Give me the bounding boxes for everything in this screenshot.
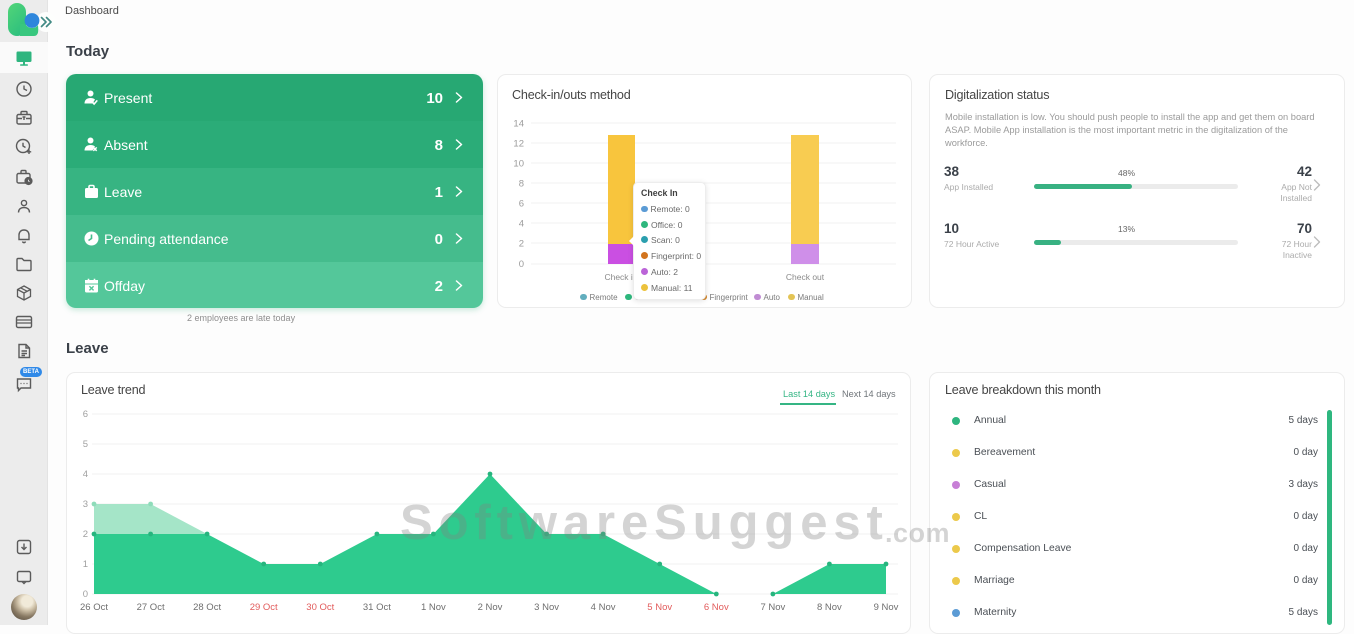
svg-text:14: 14 bbox=[513, 119, 524, 130]
svg-text:Check in: Check in bbox=[604, 272, 637, 282]
svg-text:30 Oct: 30 Oct bbox=[306, 602, 334, 613]
svg-text:2 Nov: 2 Nov bbox=[478, 602, 503, 613]
svg-text:2: 2 bbox=[519, 239, 524, 250]
svg-text:7 Nov: 7 Nov bbox=[760, 602, 785, 613]
svg-text:6: 6 bbox=[83, 409, 88, 420]
svg-text:27 Oct: 27 Oct bbox=[137, 602, 165, 613]
svg-text:26 Oct: 26 Oct bbox=[80, 602, 108, 613]
svg-text:5 Nov: 5 Nov bbox=[647, 602, 672, 613]
svg-text:8 Nov: 8 Nov bbox=[817, 602, 842, 613]
svg-text:0: 0 bbox=[519, 259, 524, 270]
svg-text:31 Oct: 31 Oct bbox=[363, 602, 391, 613]
svg-text:2: 2 bbox=[83, 529, 88, 540]
svg-text:4: 4 bbox=[83, 469, 88, 480]
svg-text:3 Nov: 3 Nov bbox=[534, 602, 559, 613]
svg-text:0: 0 bbox=[83, 589, 88, 600]
svg-text:28 Oct: 28 Oct bbox=[193, 602, 221, 613]
svg-text:10: 10 bbox=[513, 159, 524, 170]
svg-text:5: 5 bbox=[83, 439, 88, 450]
svg-text:29 Oct: 29 Oct bbox=[250, 602, 278, 613]
svg-text:6 Nov: 6 Nov bbox=[704, 602, 729, 613]
svg-text:1: 1 bbox=[83, 559, 88, 570]
svg-text:6: 6 bbox=[519, 199, 524, 210]
svg-text:12: 12 bbox=[513, 139, 524, 150]
svg-text:8: 8 bbox=[519, 179, 524, 190]
svg-text:4: 4 bbox=[519, 219, 524, 230]
svg-text:4 Nov: 4 Nov bbox=[591, 602, 616, 613]
svg-text:1 Nov: 1 Nov bbox=[421, 602, 446, 613]
svg-text:9 Nov: 9 Nov bbox=[874, 602, 899, 613]
svg-text:Check out: Check out bbox=[786, 272, 825, 282]
svg-text:3: 3 bbox=[83, 499, 88, 510]
